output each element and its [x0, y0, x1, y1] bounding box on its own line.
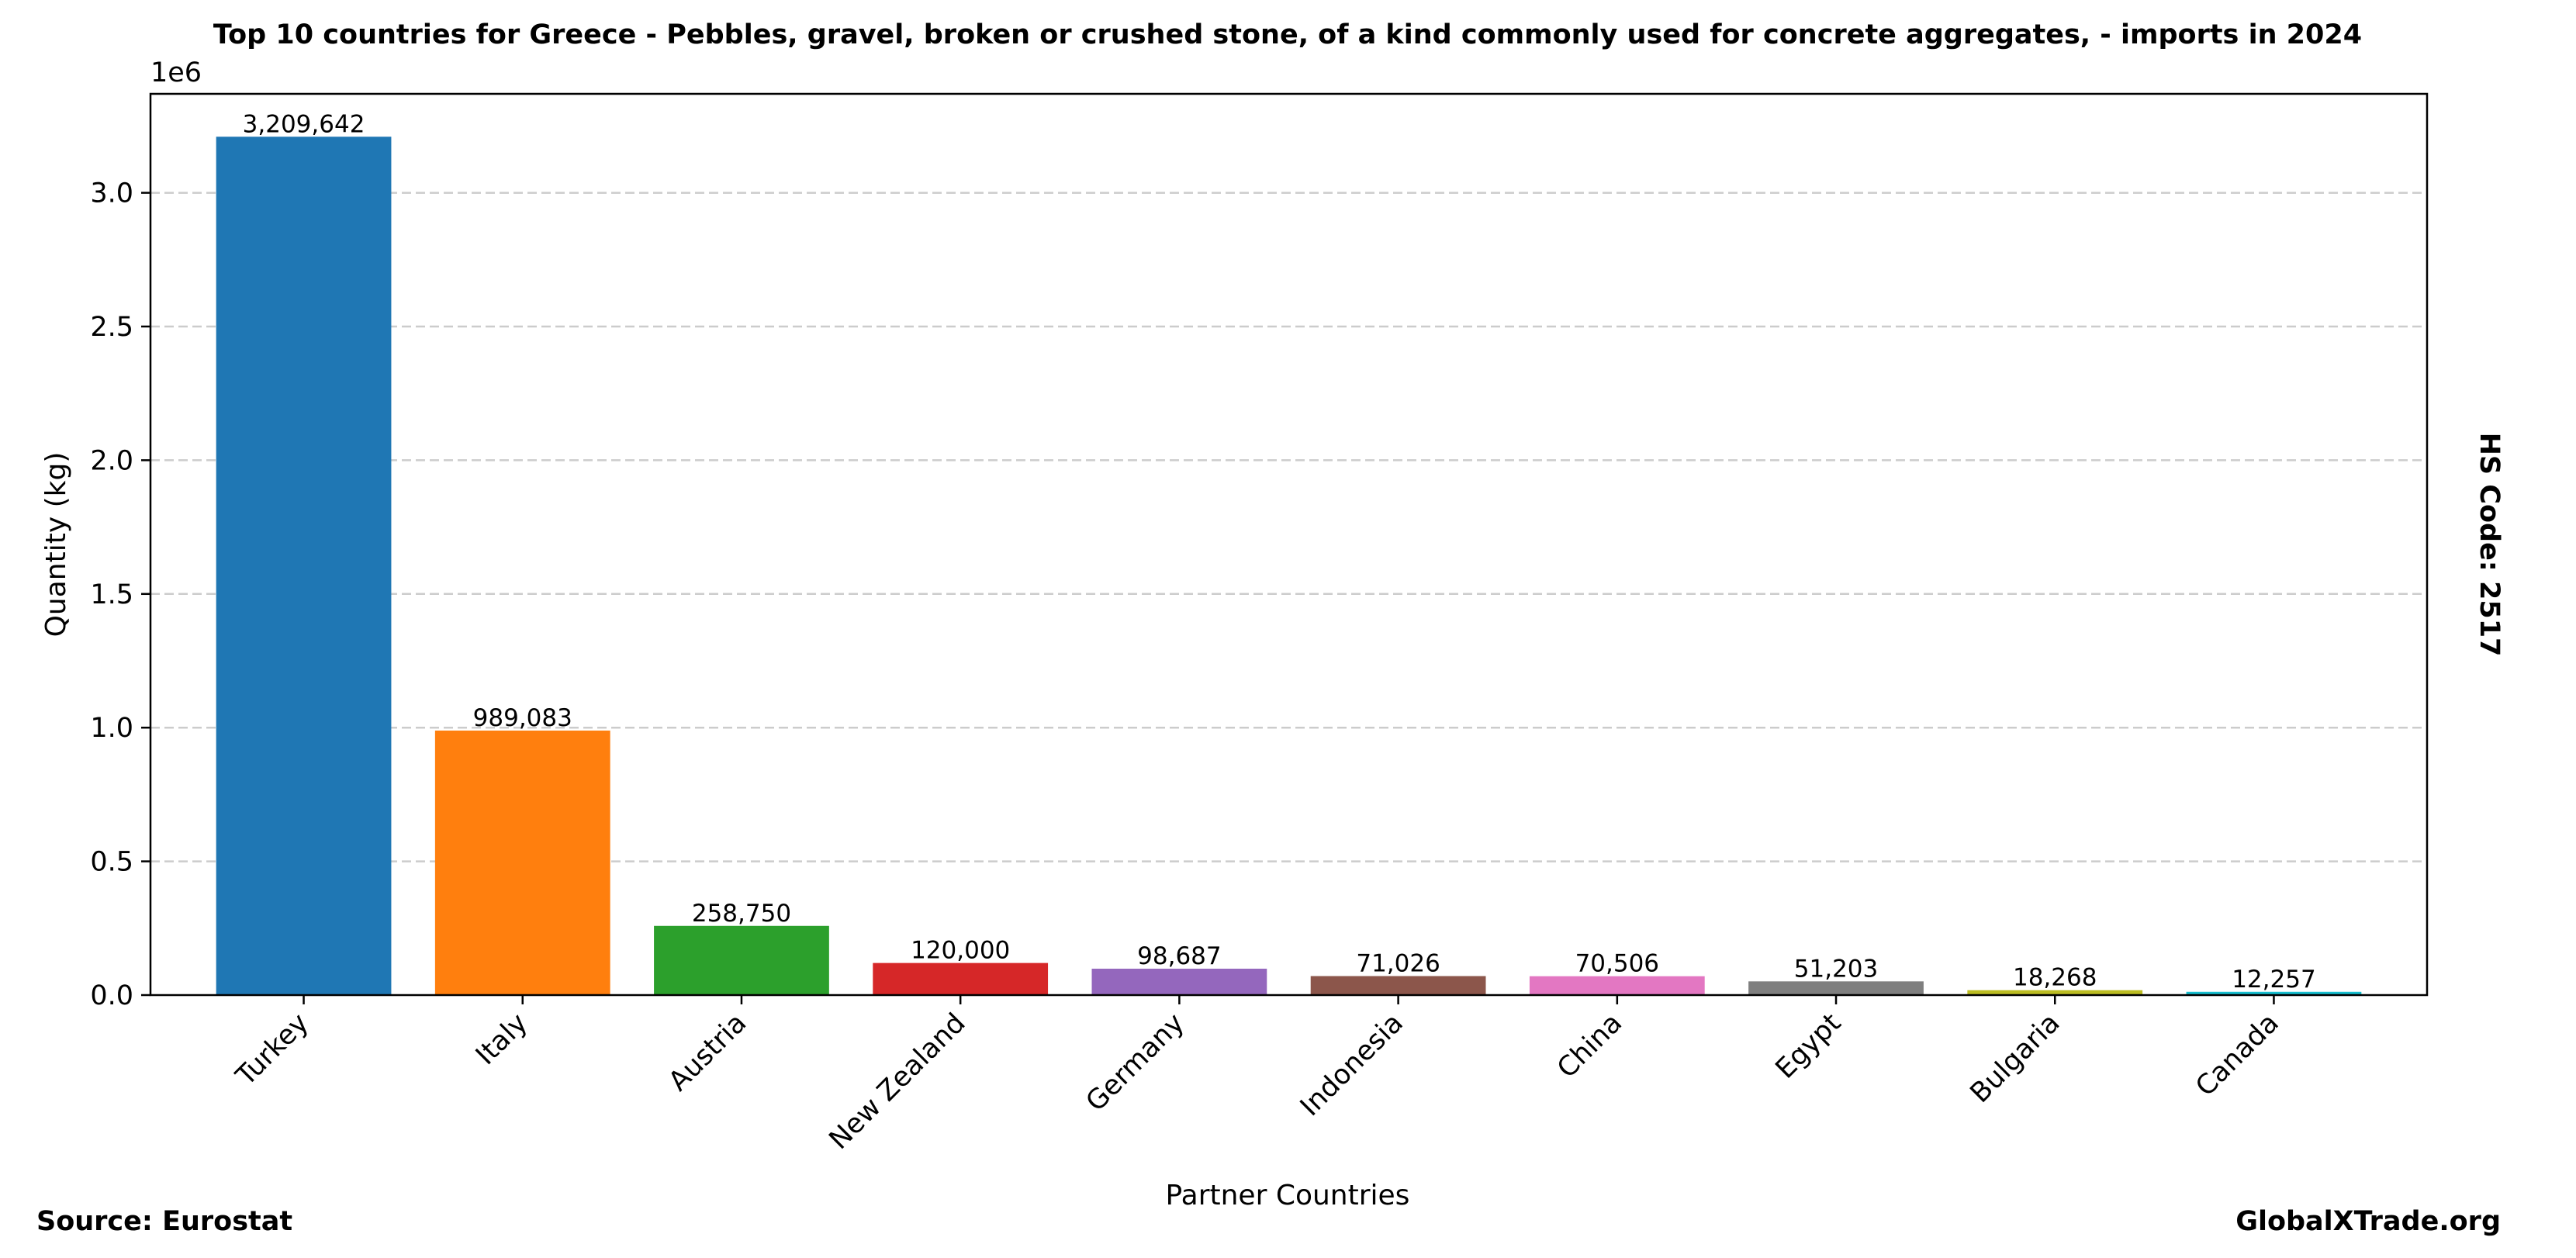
- bar: [1748, 981, 1924, 995]
- y-tick-label: 2.0: [90, 445, 133, 476]
- x-tick-label: Egypt: [1770, 1007, 1848, 1085]
- bar: [1967, 990, 2143, 995]
- bar-series: [216, 137, 2362, 995]
- hs-code-label: HS Code: 2517: [2474, 433, 2505, 657]
- bar-value-label: 70,506: [1575, 950, 1659, 978]
- x-tick-label: New Zealand: [824, 1007, 972, 1156]
- x-tick-label: Bulgaria: [1965, 1007, 2066, 1109]
- bar-value-label: 258,750: [692, 900, 791, 928]
- bar-value-label: 3,209,642: [243, 110, 365, 138]
- bar: [216, 137, 392, 995]
- x-tick-label: Canada: [2190, 1007, 2284, 1102]
- bar: [1529, 976, 1705, 995]
- bar: [873, 963, 1049, 995]
- brand-label: GlobalXTrade.org: [2235, 1206, 2501, 1237]
- x-axis-ticks: Turkey Italy Austria New Zealand Germany Indo…: [230, 995, 2285, 1156]
- y-tick-label: 3.0: [90, 178, 133, 209]
- bar-value-label: 71,026: [1356, 950, 1440, 978]
- bar-value-label: 120,000: [911, 937, 1010, 965]
- bar: [2186, 991, 2362, 995]
- y-axis-scale-label: 1e6: [150, 57, 202, 88]
- bar-value-labels: 3,209,642 989,083 258,750 120,000 98,687 71,0…: [243, 110, 2316, 993]
- x-tick-label: Germany: [1081, 1007, 1191, 1118]
- y-axis-label: Quantity (kg): [40, 452, 72, 638]
- y-tick-label: 1.0: [90, 713, 133, 744]
- x-tick-label: Austria: [663, 1007, 753, 1097]
- y-tick-label: 0.0: [90, 980, 133, 1011]
- x-tick-label: Italy: [470, 1007, 534, 1071]
- x-tick-label: China: [1551, 1007, 1628, 1084]
- grid-lines: [150, 192, 2427, 862]
- x-tick-label: Turkey: [230, 1007, 315, 1093]
- bar-value-label: 18,268: [2013, 964, 2097, 992]
- x-axis-label: Partner Countries: [1166, 1180, 1410, 1211]
- x-tick-label: Indonesia: [1295, 1007, 1409, 1122]
- bar-value-label: 98,687: [1137, 942, 1221, 970]
- bar: [1310, 976, 1486, 995]
- bar: [1091, 968, 1267, 995]
- source-label: Source: Eurostat: [36, 1206, 292, 1237]
- bar-value-label: 12,257: [2232, 966, 2315, 994]
- bar-value-label: 51,203: [1794, 955, 1878, 983]
- y-tick-label: 2.5: [90, 312, 133, 343]
- y-tick-label: 1.5: [90, 579, 133, 610]
- plot-frame: [149, 92, 2429, 997]
- bar: [434, 730, 610, 995]
- bar: [654, 925, 829, 995]
- y-axis-ticks: 0.0 0.5 1.0 1.5 2.0 2.5 3.0: [90, 178, 150, 1011]
- chart-title: Top 10 countries for Greece - Pebbles, g…: [213, 19, 2362, 50]
- y-tick-label: 0.5: [90, 847, 133, 878]
- bar-value-label: 989,083: [473, 704, 572, 732]
